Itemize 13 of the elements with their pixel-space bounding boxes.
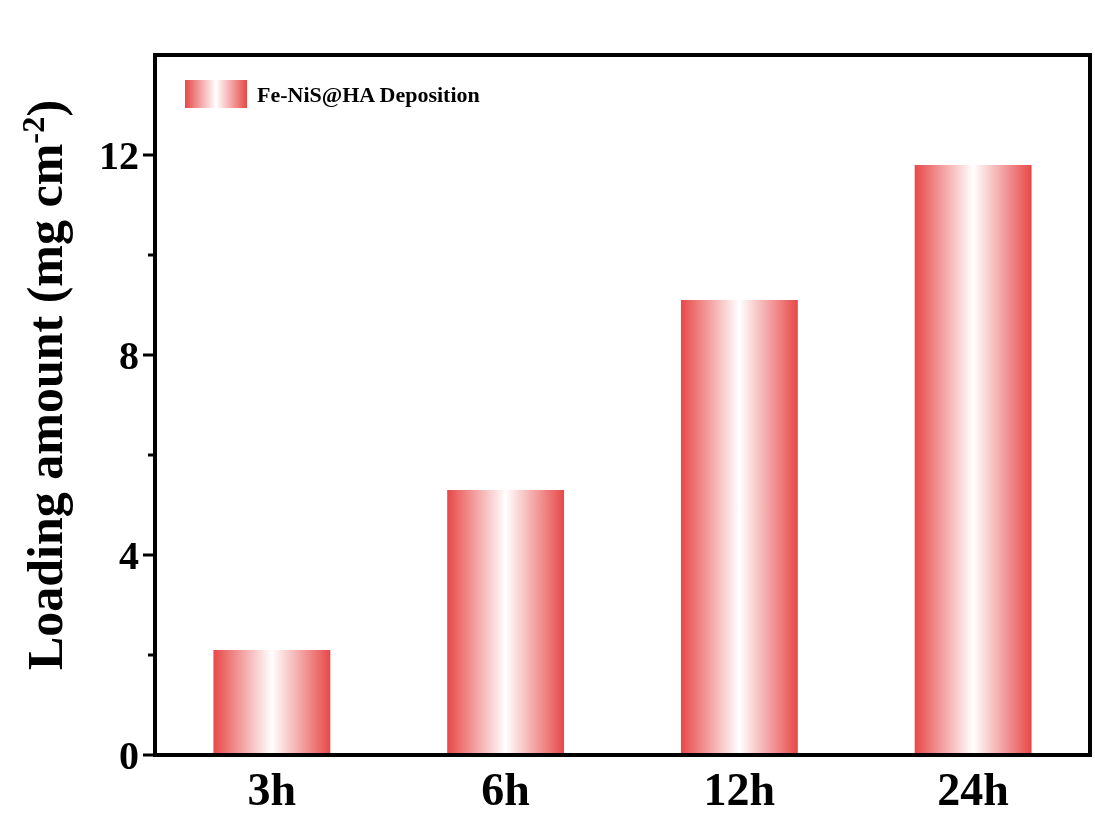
- legend-label: Fe-NiS@HA Deposition: [257, 81, 480, 107]
- bar: [914, 165, 1032, 755]
- x-tick-label: 12h: [703, 764, 776, 815]
- x-tick-label: 6h: [481, 764, 530, 815]
- y-tick-label: 8: [119, 333, 139, 378]
- y-tick-label: 4: [119, 533, 139, 578]
- bar: [680, 300, 798, 755]
- bar: [213, 650, 331, 755]
- y-tick-label: 12: [99, 133, 139, 178]
- y-tick-label: 0: [119, 733, 139, 778]
- x-tick-label: 24h: [937, 764, 1009, 815]
- x-tick-label: 3h: [247, 764, 297, 815]
- bar: [447, 490, 565, 755]
